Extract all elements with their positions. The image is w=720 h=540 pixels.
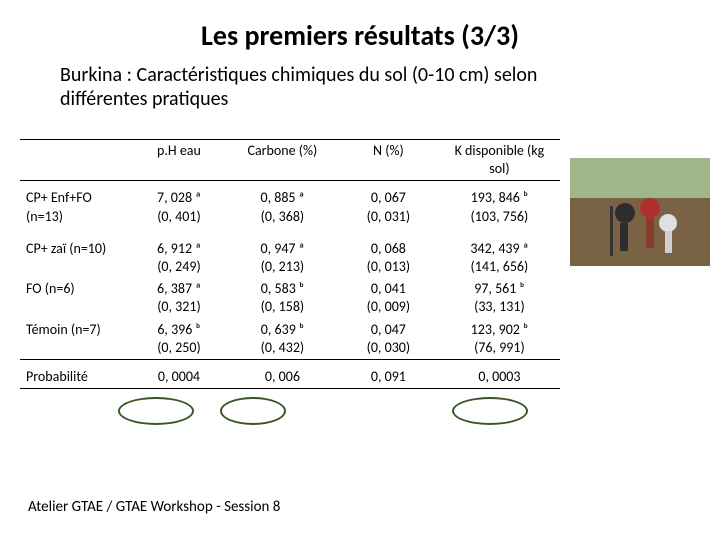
prob-label: Probabilité <box>20 366 131 389</box>
cell-ph: 6, 387 ª (0, 321) <box>131 278 227 318</box>
highlight-ellipse <box>220 397 286 425</box>
highlight-ellipse <box>452 397 528 425</box>
data-table-container: p.H eau Carbone (%) N (%) K disponible (… <box>20 139 560 389</box>
cell-n: 0, 068 (0, 013) <box>338 238 439 278</box>
footer-text: Atelier GTAE / GTAE Workshop - Session 8 <box>28 498 280 516</box>
table-row-prob: Probabilité 0, 0004 0, 006 0, 091 0, 000… <box>20 366 560 389</box>
row-label: CP+ Enf+FO (n=13) <box>20 187 131 227</box>
data-table: p.H eau Carbone (%) N (%) K disponible (… <box>20 139 560 389</box>
cell-c: 0, 947 ª (0, 213) <box>227 238 338 278</box>
row-label: Témoin (n=7) <box>20 319 131 360</box>
cell-n: 0, 041 (0, 009) <box>338 278 439 318</box>
col-n: N (%) <box>338 140 439 181</box>
col-carbone: Carbone (%) <box>227 140 338 181</box>
row-label: CP+ zaï (n=10) <box>20 238 131 278</box>
photo-illustration-icon <box>570 158 710 266</box>
cell-ph: 6, 396 ᵇ (0, 250) <box>131 319 227 360</box>
cell-k: 342, 439 ª (141, 656) <box>439 238 560 278</box>
highlight-ellipse <box>118 397 194 425</box>
col-blank <box>20 140 131 181</box>
col-k: K disponible (kg sol) <box>439 140 560 181</box>
prob-c: 0, 006 <box>227 366 338 389</box>
prob-k: 0, 0003 <box>439 366 560 389</box>
cell-k: 97, 561 ᵇ (33, 131) <box>439 278 560 318</box>
cell-c: 0, 885 ª (0, 368) <box>227 187 338 227</box>
spacer-row <box>20 228 560 238</box>
field-photo <box>570 158 710 266</box>
cell-c: 0, 583 ᵇ (0, 158) <box>227 278 338 318</box>
cell-n: 0, 067 (0, 031) <box>338 187 439 227</box>
page-title: Les premiers résultats (3/3) <box>20 18 700 53</box>
subtitle: Burkina : Caractéristiques chimiques du … <box>60 63 580 111</box>
table-row: CP+ Enf+FO (n=13) 7, 028 ª (0, 401) 0, 8… <box>20 187 560 227</box>
table-row: Témoin (n=7) 6, 396 ᵇ (0, 250) 0, 639 ᵇ … <box>20 319 560 360</box>
col-ph: p.H eau <box>131 140 227 181</box>
row-label: FO (n=6) <box>20 278 131 318</box>
cell-n: 0, 047 (0, 030) <box>338 319 439 360</box>
prob-ph: 0, 0004 <box>131 366 227 389</box>
cell-k: 123, 902 ᵇ (76, 991) <box>439 319 560 360</box>
table-row: CP+ zaï (n=10) 6, 912 ª (0, 249) 0, 947 … <box>20 238 560 278</box>
prob-n: 0, 091 <box>338 366 439 389</box>
cell-ph: 6, 912 ª (0, 249) <box>131 238 227 278</box>
table-row: FO (n=6) 6, 387 ª (0, 321) 0, 583 ᵇ (0, … <box>20 278 560 318</box>
table-header-row: p.H eau Carbone (%) N (%) K disponible (… <box>20 140 560 181</box>
slide: Les premiers résultats (3/3) Burkina : C… <box>0 0 720 540</box>
cell-ph: 7, 028 ª (0, 401) <box>131 187 227 227</box>
cell-k: 193, 846 ᵇ (103, 756) <box>439 187 560 227</box>
cell-c: 0, 639 ᵇ (0, 432) <box>227 319 338 360</box>
